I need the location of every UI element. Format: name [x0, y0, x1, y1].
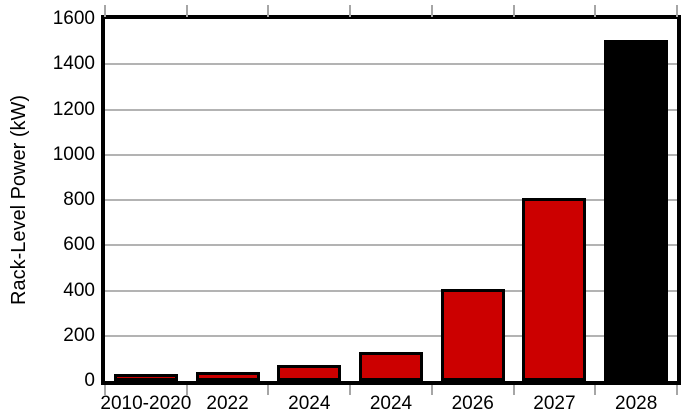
- x-tick-mark-bottom: [430, 385, 433, 395]
- x-tick-mark-top: [512, 5, 515, 17]
- bar-2028: [604, 39, 669, 381]
- bar-2024: [359, 351, 423, 381]
- gridline-400: [105, 289, 677, 292]
- bar-2024: [277, 365, 342, 381]
- x-tick-label-2010-2020: 2010-2020: [100, 393, 192, 414]
- gridline-600: [105, 244, 677, 247]
- bar-2010-2020: [113, 374, 178, 381]
- y-tick-label-200: 200: [63, 324, 95, 346]
- y-tick-label-1600: 1600: [52, 8, 95, 29]
- x-tick-mark-bottom: [185, 385, 188, 395]
- gridline-1400: [105, 63, 677, 66]
- gridline-1000: [105, 153, 677, 156]
- x-tick-label-2024: 2024: [369, 393, 413, 414]
- y-tick-label-1200: 1200: [52, 98, 95, 120]
- x-tick-mark-bottom: [267, 385, 270, 395]
- gridline-1200: [105, 108, 677, 111]
- x-tick-mark-top: [104, 5, 106, 17]
- x-tick-mark-bottom: [349, 385, 352, 395]
- plot-area: [101, 15, 681, 385]
- y-tick-label-800: 800: [63, 189, 95, 210]
- x-tick-mark-top: [349, 5, 352, 17]
- x-tick-label-2027: 2027: [533, 393, 576, 414]
- bar-2026: [440, 288, 505, 381]
- y-tick-label-400: 400: [63, 279, 95, 301]
- y-tick-label-0: 0: [84, 370, 95, 391]
- y-tick-label-1400: 1400: [52, 53, 95, 75]
- bar-2027: [522, 198, 587, 381]
- x-tick-mark-top: [594, 5, 597, 17]
- gridline-800: [105, 199, 677, 201]
- plot-area-inner: [105, 19, 677, 381]
- x-tick-mark-bottom: [594, 385, 597, 395]
- bar-2022: [195, 372, 260, 381]
- x-tick-label-2022: 2022: [206, 393, 249, 414]
- x-tick-label-2028: 2028: [615, 393, 658, 414]
- y-tick-label-600: 600: [63, 234, 95, 256]
- x-tick-label-2024: 2024: [288, 393, 331, 414]
- x-tick-mark-bottom: [676, 385, 678, 395]
- x-tick-label-2026: 2026: [451, 393, 494, 414]
- x-tick-mark-top: [267, 5, 270, 17]
- gridline-200: [105, 334, 677, 337]
- x-tick-mark-top: [430, 5, 433, 17]
- x-tick-mark-top: [185, 5, 188, 17]
- x-tick-mark-bottom: [512, 385, 515, 395]
- x-tick-mark-top: [676, 5, 678, 17]
- x-tick-mark-bottom: [104, 385, 106, 395]
- y-tick-label-1000: 1000: [52, 143, 95, 165]
